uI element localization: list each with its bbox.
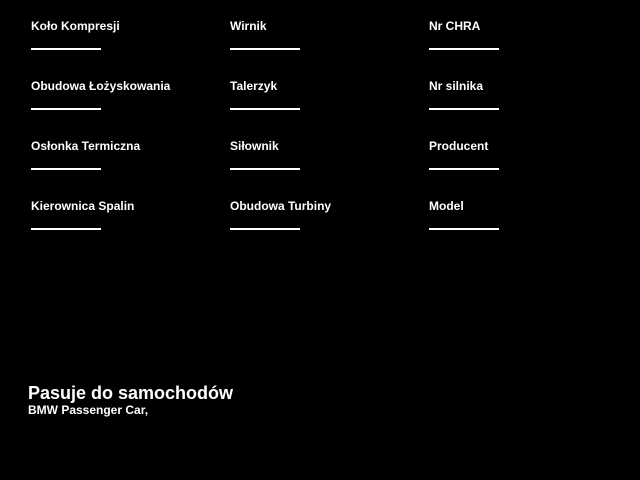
field-label: Obudowa Turbiny (230, 199, 332, 213)
field-nr-chra: Nr CHRA (429, 19, 609, 79)
field-value-underline (230, 48, 300, 50)
field-obudowa-lozyskowania: Obudowa Łożyskowania (31, 79, 230, 139)
field-nr-silnika: Nr silnika (429, 79, 609, 139)
fits-section: Pasuje do samochodów BMW Passenger Car, (28, 383, 233, 417)
field-label: Osłonka Termiczna (31, 139, 141, 153)
field-value-underline (31, 168, 101, 170)
field-wirnik: Wirnik (230, 19, 429, 79)
field-label: Nr silnika (429, 79, 484, 93)
field-label: Model (429, 199, 464, 213)
field-value-underline (429, 168, 499, 170)
field-value-underline (31, 48, 101, 50)
field-oslonka-termiczna: Osłonka Termiczna (31, 139, 230, 199)
field-label: Talerzyk (230, 79, 278, 93)
field-value-underline (429, 108, 499, 110)
field-label: Obudowa Łożyskowania (31, 79, 171, 93)
field-silownik: Siłownik (230, 139, 429, 199)
field-producent: Producent (429, 139, 609, 199)
field-obudowa-turbiny: Obudowa Turbiny (230, 199, 429, 259)
field-value-underline (230, 228, 300, 230)
field-label: Producent (429, 139, 489, 153)
spec-fields-grid: Koło Kompresji Wirnik Nr CHRA Obudowa Ło… (31, 19, 609, 259)
field-label: Koło Kompresji (31, 19, 120, 33)
field-label: Wirnik (230, 19, 267, 33)
field-value-underline (230, 108, 300, 110)
field-label: Nr CHRA (429, 19, 481, 33)
field-value-underline (31, 108, 101, 110)
field-value-underline (31, 228, 101, 230)
field-kierownica-spalin: Kierownica Spalin (31, 199, 230, 259)
field-label: Kierownica Spalin (31, 199, 135, 213)
field-talerzyk: Talerzyk (230, 79, 429, 139)
field-label: Siłownik (230, 139, 279, 153)
field-value-underline (429, 48, 499, 50)
fits-heading: Pasuje do samochodów (28, 383, 234, 403)
fits-vehicles-list: BMW Passenger Car, (28, 403, 149, 417)
field-model: Model (429, 199, 609, 259)
field-value-underline (230, 168, 300, 170)
field-value-underline (429, 228, 499, 230)
field-kolo-kompresji: Koło Kompresji (31, 19, 230, 79)
